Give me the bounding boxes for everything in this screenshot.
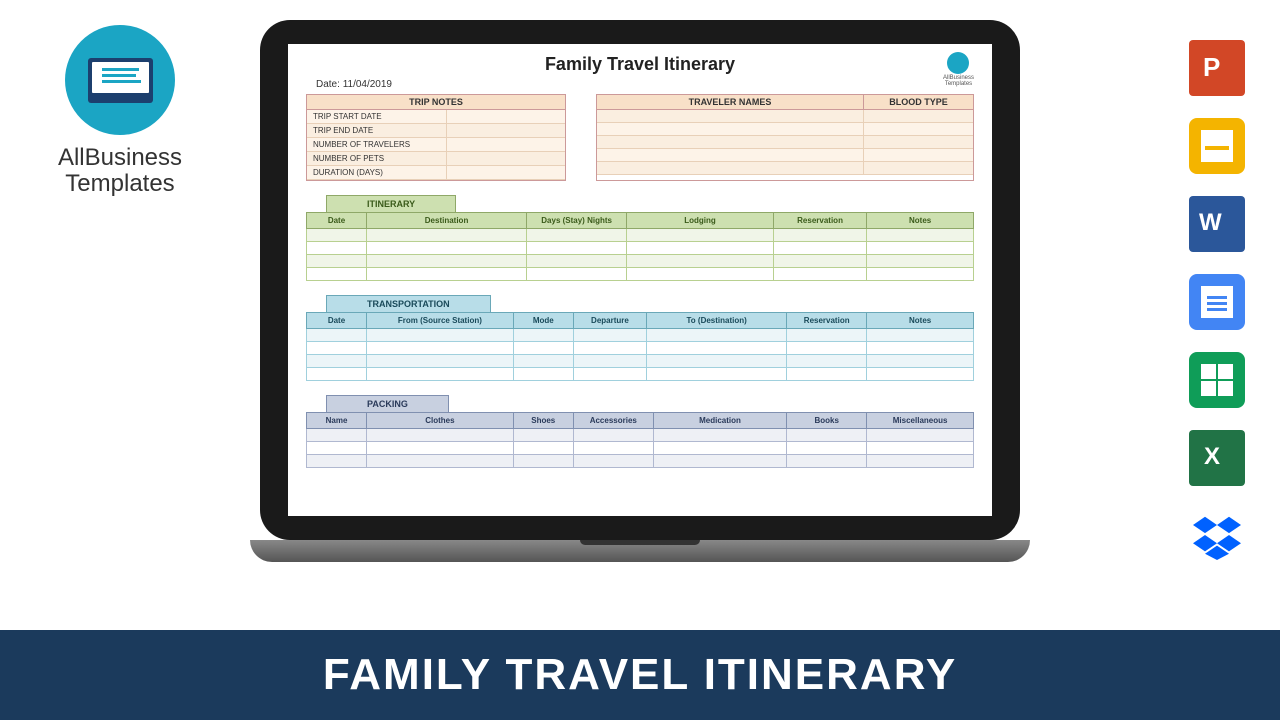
trip-notes-row: NUMBER OF PETS bbox=[307, 152, 565, 166]
col-header: Days (Stay) Nights bbox=[527, 213, 627, 229]
table-row bbox=[307, 242, 974, 255]
trip-notes-header: TRIP NOTES bbox=[307, 95, 565, 110]
col-header: Date bbox=[307, 313, 367, 329]
itinerary-tab: ITINERARY bbox=[326, 195, 456, 212]
brand-logo: AllBusinessTemplates bbox=[35, 25, 205, 198]
traveler-row bbox=[597, 149, 973, 162]
col-header: Accessories bbox=[573, 413, 653, 429]
trip-notes-row: NUMBER OF TRAVELERS bbox=[307, 138, 565, 152]
col-header: Medication bbox=[653, 413, 786, 429]
google-sheets-icon[interactable] bbox=[1189, 352, 1245, 408]
col-header: Mode bbox=[513, 313, 573, 329]
col-header: Lodging bbox=[627, 213, 774, 229]
col-header: Clothes bbox=[367, 413, 514, 429]
traveler-names-header: TRAVELER NAMES bbox=[597, 95, 863, 110]
table-row bbox=[307, 342, 974, 355]
table-row bbox=[307, 255, 974, 268]
doc-title: Family Travel Itinerary bbox=[306, 54, 974, 75]
table-row bbox=[307, 455, 974, 468]
col-header: To (Destination) bbox=[647, 313, 787, 329]
col-header: From (Source Station) bbox=[367, 313, 514, 329]
table-row bbox=[307, 329, 974, 342]
title-banner: FAMILY TRAVEL ITINERARY bbox=[0, 630, 1280, 720]
col-header: Shoes bbox=[513, 413, 573, 429]
traveler-table: TRAVELER NAMES BLOOD TYPE bbox=[596, 94, 974, 181]
excel-icon[interactable] bbox=[1189, 430, 1245, 486]
table-row bbox=[307, 442, 974, 455]
powerpoint-icon[interactable] bbox=[1189, 40, 1245, 96]
col-header: Notes bbox=[867, 213, 974, 229]
format-icons bbox=[1189, 40, 1245, 564]
col-header: Miscellaneous bbox=[867, 413, 974, 429]
table-row bbox=[307, 368, 974, 381]
traveler-row bbox=[597, 110, 973, 123]
col-header: Date bbox=[307, 213, 367, 229]
traveler-row bbox=[597, 123, 973, 136]
trip-notes-row: TRIP START DATE bbox=[307, 110, 565, 124]
table-row bbox=[307, 229, 974, 242]
packing-tab: PACKING bbox=[326, 395, 449, 412]
trip-notes-table: TRIP NOTES TRIP START DATETRIP END DATEN… bbox=[306, 94, 566, 181]
google-slides-icon[interactable] bbox=[1189, 118, 1245, 174]
col-header: Reservation bbox=[773, 213, 866, 229]
col-header: Reservation bbox=[787, 313, 867, 329]
transportation-section: TRANSPORTATION DateFrom (Source Station)… bbox=[306, 295, 974, 381]
col-header: Departure bbox=[573, 313, 646, 329]
document: AllBusinessTemplates Family Travel Itine… bbox=[288, 44, 992, 492]
table-row bbox=[307, 355, 974, 368]
table-row bbox=[307, 429, 974, 442]
word-icon[interactable] bbox=[1189, 196, 1245, 252]
itinerary-section: ITINERARY DateDestinationDays (Stay) Nig… bbox=[306, 195, 974, 281]
packing-section: PACKING NameClothesShoesAccessoriesMedic… bbox=[306, 395, 974, 468]
trip-notes-row: DURATION (DAYS) bbox=[307, 166, 565, 180]
traveler-row bbox=[597, 136, 973, 149]
col-header: Destination bbox=[367, 213, 527, 229]
blood-type-header: BLOOD TYPE bbox=[863, 95, 973, 110]
col-header: Books bbox=[787, 413, 867, 429]
trip-notes-row: TRIP END DATE bbox=[307, 124, 565, 138]
brand-logo-icon bbox=[65, 25, 175, 135]
traveler-row bbox=[597, 162, 973, 175]
banner-text: FAMILY TRAVEL ITINERARY bbox=[323, 650, 957, 700]
doc-corner-logo: AllBusinessTemplates bbox=[943, 52, 974, 87]
transportation-tab: TRANSPORTATION bbox=[326, 295, 491, 312]
brand-name: AllBusinessTemplates bbox=[35, 145, 205, 198]
col-header: Name bbox=[307, 413, 367, 429]
dropbox-icon[interactable] bbox=[1189, 508, 1245, 564]
doc-date: Date: 11/04/2019 bbox=[316, 79, 974, 90]
google-docs-icon[interactable] bbox=[1189, 274, 1245, 330]
col-header: Notes bbox=[867, 313, 974, 329]
laptop-mockup: AllBusinessTemplates Family Travel Itine… bbox=[250, 20, 1030, 580]
table-row bbox=[307, 268, 974, 281]
